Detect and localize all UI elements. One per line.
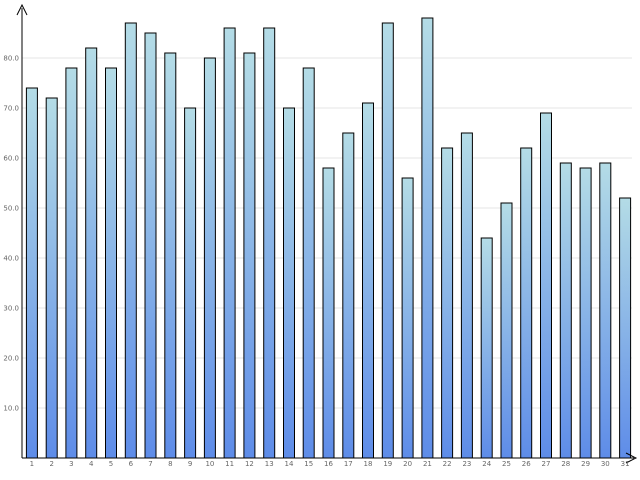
bar [540,112,552,459]
x-tick-label: 23 [462,460,471,468]
bar [421,17,434,459]
tick-labels: 10.020.030.040.050.060.070.080.01 2 3 4 5 6 7 8… [3,55,629,469]
bar [65,67,78,459]
bar [619,197,632,459]
bar [45,97,58,459]
x-tick-label: 1 [30,460,34,468]
x-tick-label: 30 [601,460,610,468]
bar [302,67,315,459]
x-tick-label: 7 [148,460,152,468]
bar [283,107,295,459]
x-tick-label: 27 [542,460,551,468]
x-tick-label: 13 [265,460,274,468]
bar [441,147,454,459]
y-tick-label: 20.0 [3,355,19,363]
y-tick-label: 50.0 [3,205,19,213]
x-tick-label: 28 [561,460,570,468]
x-axis-arrow-icon [625,452,638,464]
y-tick-label: 10.0 [3,405,19,413]
x-tick-label: 25 [502,460,511,468]
x-tick-label: 5 [109,460,113,468]
x-tick-label: 24 [482,460,491,468]
bar [362,102,374,459]
y-tick-label: 80.0 [3,55,19,63]
bar [342,132,355,459]
bar [559,162,572,459]
bar [85,47,98,459]
x-tick-label: 2 [49,460,53,468]
bar [460,132,473,459]
x-tick-label: 17 [344,460,353,468]
bar [520,147,533,459]
x-tick-label: 19 [383,460,392,468]
x-tick-label: 16 [324,460,333,468]
x-tick-label: 10 [205,460,214,468]
bar [223,27,236,459]
bar [480,237,493,459]
x-tick-label: 8 [168,460,172,468]
bar [124,22,137,459]
bar [144,32,157,459]
x-tick-label: 15 [304,460,313,468]
bar [579,167,592,459]
y-tick-label: 60.0 [3,155,19,163]
y-tick-label: 70.0 [3,105,19,113]
y-axis-arrow-icon [16,3,28,16]
x-tick-label: 26 [522,460,531,468]
x-tick-label: 22 [443,460,452,468]
bar [599,162,612,459]
x-tick-label: 20 [403,460,412,468]
y-tick-label: 30.0 [3,305,19,313]
bar [401,177,414,459]
x-tick-label: 31 [621,460,630,468]
x-tick-label: 3 [69,460,73,468]
bar [263,27,276,459]
axes [16,3,638,464]
x-tick-label: 6 [129,460,134,468]
bar [500,202,513,459]
x-tick-label: 18 [364,460,373,468]
y-tick-label: 40.0 [3,255,19,263]
bar [203,57,216,459]
x-tick-label: 9 [188,460,192,468]
bar [322,167,335,459]
x-tick-label: 14 [285,460,294,468]
bar [105,67,117,459]
x-tick-label: 12 [245,460,254,468]
bar [243,52,256,459]
bar [25,87,38,459]
x-tick-label: 21 [423,460,432,468]
bar [381,22,394,459]
bar [184,107,197,459]
bar [164,52,177,459]
x-tick-label: 11 [225,460,234,468]
x-tick-label: 29 [581,460,590,468]
bars [25,17,632,459]
x-tick-label: 4 [89,460,94,468]
